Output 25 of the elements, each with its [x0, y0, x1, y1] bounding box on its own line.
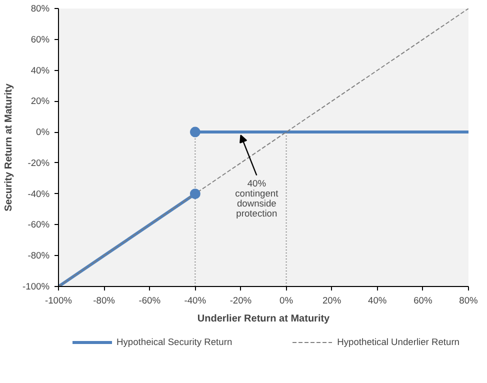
x-axis-title: Underlier Return at Maturity	[197, 314, 330, 324]
y-tick-label: 0%	[36, 127, 50, 138]
x-tick-label: -100%	[45, 296, 72, 306]
legend-label: Hypotheical Security Return	[116, 337, 232, 347]
x-tick-label: 20%	[322, 296, 342, 306]
y-tick-label: -100%	[22, 282, 50, 292]
annotation: 40% contingent downside protection	[235, 178, 279, 218]
legend-label: Hypothetical Underlier Return	[337, 337, 460, 347]
y-tick-label: 40%	[30, 65, 50, 76]
y-tick-label: 60%	[30, 34, 50, 44]
y-tick-label: -60%	[28, 220, 50, 230]
x-tick-label: 0%	[280, 296, 294, 306]
y-tick-label: -20%	[28, 158, 50, 168]
x-tick-label: 60%	[414, 296, 432, 306]
y-tick-label: 80%	[30, 4, 50, 14]
x-tick-label: -60%	[138, 296, 161, 306]
x-tick-label: -40%	[184, 296, 206, 306]
y-tick-label: -80%	[28, 250, 50, 261]
x-tick-label: 80%	[459, 296, 478, 306]
y-tick-label: 20%	[30, 96, 50, 106]
y-axis-title: Security Return at Maturity	[4, 83, 15, 212]
x-tick-label: -20%	[230, 296, 252, 306]
x-tick-label: 40%	[368, 296, 387, 306]
y-tick-label: -40%	[28, 188, 50, 199]
x-tick-label: -80%	[93, 296, 115, 306]
